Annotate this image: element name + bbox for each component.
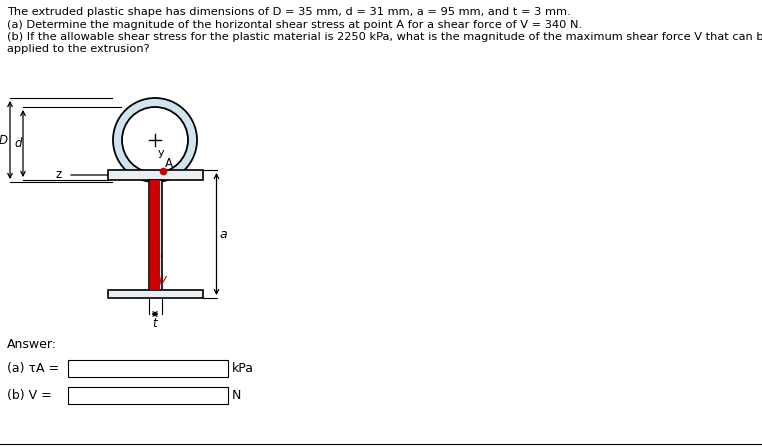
Bar (149, 180, 162, 290)
Text: z: z (56, 169, 62, 181)
Text: The extruded plastic shape has dimensions of D = 35 mm, d = 31 mm, a = 95 mm, an: The extruded plastic shape has dimension… (7, 7, 571, 17)
Text: D: D (0, 134, 8, 147)
Text: A: A (165, 157, 172, 170)
Circle shape (113, 98, 197, 182)
Text: (a) Determine the magnitude of the horizontal shear stress at point A for a shea: (a) Determine the magnitude of the horiz… (7, 20, 582, 30)
Text: d: d (14, 137, 22, 150)
Text: y: y (158, 148, 165, 158)
Text: N: N (232, 389, 242, 402)
Text: (b) If the allowable shear stress for the plastic material is 2250 kPa, what is : (b) If the allowable shear stress for th… (7, 32, 762, 42)
Text: a: a (219, 228, 227, 240)
Bar (107, 170, 203, 180)
Text: kPa: kPa (232, 362, 254, 375)
Text: V: V (157, 275, 165, 288)
Bar (68, 360, 228, 377)
Text: t: t (152, 317, 157, 330)
Text: (b) V =: (b) V = (7, 389, 52, 402)
Bar (107, 290, 203, 298)
Text: (a) τA =: (a) τA = (7, 362, 59, 375)
Circle shape (122, 107, 188, 173)
Text: Answer:: Answer: (7, 338, 57, 351)
Text: applied to the extrusion?: applied to the extrusion? (7, 45, 149, 55)
Bar (68, 387, 228, 404)
Bar (150, 180, 160, 290)
